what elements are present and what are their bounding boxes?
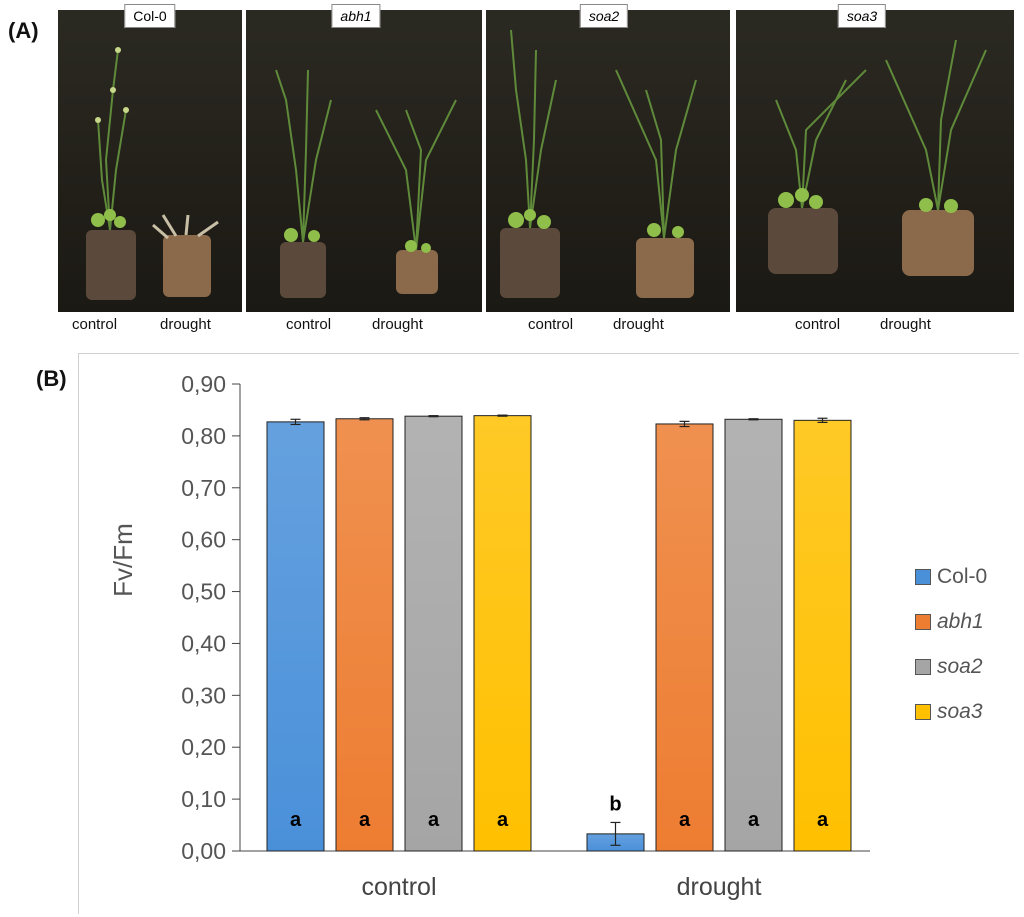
y-tick-label: 0,90 xyxy=(181,371,226,397)
bar-abh1-drought xyxy=(655,423,714,852)
y-axis-label: Fv/Fm xyxy=(108,523,138,597)
legend-swatch-soa2 xyxy=(915,659,931,675)
photo-soa2-control-label: control xyxy=(528,316,574,333)
y-tick-label: 0,20 xyxy=(181,734,226,760)
genotype-tag-soa3: soa3 xyxy=(837,4,887,28)
photo-col0-control-label: control xyxy=(72,316,118,333)
plant-photo-col0 xyxy=(86,47,219,300)
legend-label-soa2: soa2 xyxy=(937,655,983,678)
y-tick-label: 0,10 xyxy=(181,786,226,812)
x-category-label: drought xyxy=(677,873,762,901)
y-tick-label: 0,40 xyxy=(181,630,226,656)
legend-item-soa2: soa2 xyxy=(915,652,987,682)
legend-label-abh1: abh1 xyxy=(937,610,984,633)
y-tick-label: 0,30 xyxy=(181,682,226,708)
genotype-tag-soa2: soa2 xyxy=(579,4,629,28)
significance-letter: a xyxy=(497,809,509,831)
chart-frame xyxy=(78,353,1019,914)
significance-letter: a xyxy=(359,809,371,831)
panel-a-label: (A) xyxy=(8,18,39,43)
photo-soa3-control-label: control xyxy=(795,316,841,333)
y-tick-label: 0,80 xyxy=(181,423,226,449)
legend-item-soa3: soa3 xyxy=(915,697,987,727)
panel-b-label: (B) xyxy=(36,366,67,391)
y-tick-label: 0,70 xyxy=(181,475,226,501)
bar-soa2-drought xyxy=(724,418,783,852)
legend-swatch-soa3 xyxy=(915,704,931,720)
photo-soa2-drought-label: drought xyxy=(613,316,664,333)
y-tick-label: 0,00 xyxy=(181,838,226,864)
significance-letter: a xyxy=(428,809,440,831)
legend-item-abh1: abh1 xyxy=(915,607,987,637)
plant-photo-soa3 xyxy=(768,39,987,276)
genotype-tag-col0: Col-0 xyxy=(124,4,176,28)
photo-soa3 xyxy=(736,10,1014,312)
photo-col0-drought-label: drought xyxy=(160,316,211,333)
plant-photo-abh1 xyxy=(275,69,457,298)
plant-photo-soa2 xyxy=(500,29,697,298)
significance-letter: a xyxy=(817,809,829,831)
photo-abh1-drought-label: drought xyxy=(372,316,423,333)
photo-soa3-drought-label: drought xyxy=(880,316,931,333)
bar-Col-0-control xyxy=(266,421,325,852)
photo-col0 xyxy=(58,10,242,312)
bar-soa3-drought xyxy=(793,419,852,852)
legend-label-col0: Col-0 xyxy=(937,565,988,588)
bar-soa2-control xyxy=(404,415,463,852)
legend-swatch-abh1 xyxy=(915,614,931,630)
bar-abh1-control xyxy=(335,418,394,852)
x-category-label: control xyxy=(361,873,436,901)
legend-swatch-col0 xyxy=(915,569,931,585)
y-tick-label: 0,50 xyxy=(181,579,226,605)
significance-letter: a xyxy=(679,809,691,831)
legend-label-soa3: soa3 xyxy=(937,700,983,723)
legend: Col-0 abh1 soa2 soa3 xyxy=(915,562,987,742)
photo-abh1-control-label: control xyxy=(286,316,332,333)
y-tick-label: 0,60 xyxy=(181,527,226,553)
significance-letter: b xyxy=(609,793,621,815)
significance-letter: a xyxy=(290,809,302,831)
significance-letter: a xyxy=(748,809,760,831)
photo-abh1 xyxy=(246,10,482,312)
photo-soa2 xyxy=(486,10,730,312)
bar-soa3-control xyxy=(473,415,532,852)
legend-item-col0: Col-0 xyxy=(915,562,987,592)
genotype-tag-abh1: abh1 xyxy=(331,4,381,28)
